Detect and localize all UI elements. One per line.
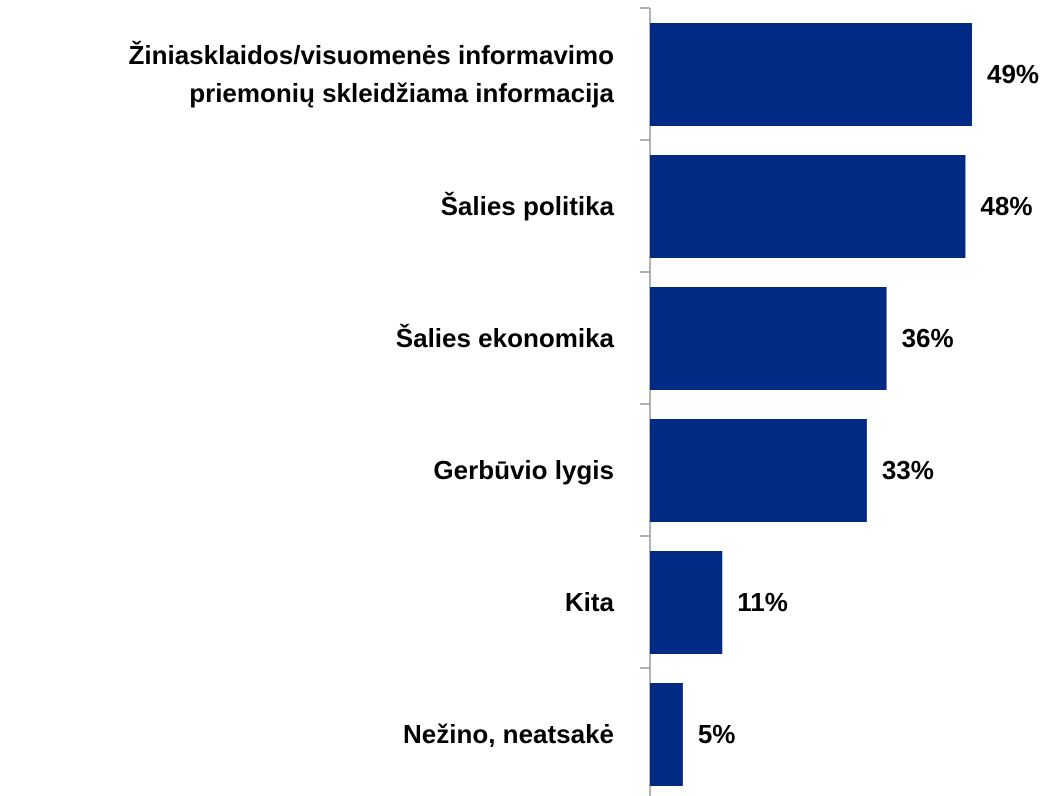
value-label: 48% xyxy=(980,191,1032,221)
bar xyxy=(650,155,966,258)
bar xyxy=(650,683,683,786)
value-label: 33% xyxy=(882,455,934,485)
category-label: Nežino, neatsakė xyxy=(403,719,614,749)
bar xyxy=(650,419,867,522)
category-label: Šalies politika xyxy=(440,191,614,221)
value-label: 49% xyxy=(987,59,1039,89)
bar xyxy=(650,287,887,390)
value-label: 5% xyxy=(698,719,736,749)
category-label: Šalies ekonomika xyxy=(395,323,614,353)
bar xyxy=(650,551,723,654)
bar xyxy=(650,23,972,126)
value-label: 36% xyxy=(902,323,954,353)
value-label: 11% xyxy=(737,587,788,617)
category-label: Žiniasklaidos/visuomenės informavimo pri… xyxy=(128,40,614,108)
category-label: Gerbūvio lygis xyxy=(433,455,614,485)
category-label: Kita xyxy=(564,587,614,617)
